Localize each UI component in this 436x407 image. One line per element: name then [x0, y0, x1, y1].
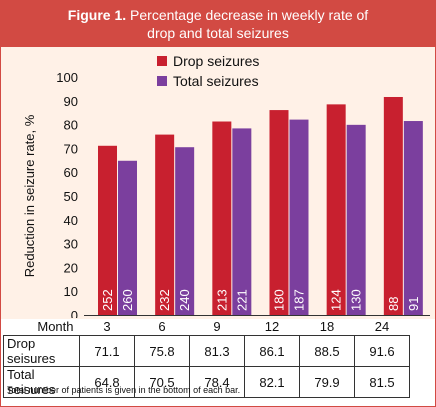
month-header: Month: [37, 319, 74, 334]
bar-patient-count-label: 232: [157, 289, 172, 311]
drop-seizures-bar: [155, 134, 175, 315]
total-seizures-bar: [175, 147, 195, 315]
bar-patient-count-label: 213: [214, 289, 229, 311]
drop-row-header: Drop seisures: [3, 335, 80, 367]
data-table: Month 3 6 9 12 18 24 Drop seisures 71.1 …: [3, 318, 410, 398]
total-seizures-bar: [232, 128, 252, 315]
drop-cell: 91.6: [354, 335, 410, 367]
y-tick-label: 60: [64, 165, 78, 180]
y-tick-label: 30: [64, 237, 78, 252]
month-cell: 6: [158, 319, 166, 334]
total-seizures-bar: [346, 124, 366, 315]
y-tick-label: 70: [64, 141, 78, 156]
drop-seizures-bar: [98, 145, 117, 315]
total-cell: 70.5: [134, 366, 190, 398]
title-line-2: drop and total seizures: [147, 25, 289, 41]
month-cell: 9: [213, 319, 221, 334]
drop-cell: 71.1: [79, 335, 135, 367]
table-row-month: Month 3 6 9 12 18 24: [4, 318, 410, 336]
legend-label: Drop seizures: [173, 53, 259, 69]
total-cell: 82.1: [244, 366, 300, 398]
month-cell: 3: [103, 319, 111, 334]
figure-header: Figure 1. Percentage decrease in weekly …: [1, 1, 435, 47]
total-cell: 79.9: [299, 366, 355, 398]
bar-patient-count-label: 88: [386, 297, 401, 311]
total-seizures-bar: [289, 119, 309, 316]
bar-chart: Reduction in seizure rate, % 0 10 20 30 40 50…: [22, 53, 430, 318]
table-row-total: Total seisures 64.8 70.5 78.4 82.1 79.9 …: [3, 366, 410, 398]
bar-patient-count-label: 260: [120, 289, 135, 311]
bar-patient-count-label: 130: [349, 289, 364, 311]
y-tick-label: 10: [64, 284, 78, 299]
bar-patient-count-label: 187: [292, 289, 307, 311]
title-line-1: Percentage decrease in weekly rate of: [130, 7, 369, 23]
y-tick-label: 40: [64, 213, 78, 228]
bar-patient-count-label: 240: [177, 289, 192, 311]
y-tick-label: 0: [71, 308, 78, 318]
bar-patient-count-label: 124: [329, 289, 344, 311]
y-axis-label: Reduction in seizure rate, %: [22, 114, 37, 277]
drop-cell: 81.3: [189, 335, 245, 367]
legend-swatch: [157, 76, 167, 86]
legend-swatch: [157, 56, 167, 66]
legend: Drop seizures Total seizures: [157, 53, 259, 89]
y-tick-label: 50: [64, 189, 78, 204]
y-tick-label: 100: [56, 70, 78, 85]
total-seizures-bar: [118, 160, 137, 315]
bars: 252 260 232 240 213 221 180 187 124 130 88 91: [98, 96, 423, 316]
total-cell: 81.5: [354, 366, 410, 398]
y-tick-label: 80: [64, 118, 78, 133]
drop-seizures-bar: [326, 104, 346, 315]
drop-seizures-bar: [383, 96, 403, 315]
bar-patient-count-label: 252: [100, 289, 115, 311]
drop-cell: 86.1: [244, 335, 300, 367]
total-row-header: Total seisures: [3, 366, 80, 398]
total-cell: 78.4: [189, 366, 245, 398]
bar-patient-count-label: 91: [406, 297, 421, 311]
drop-seizures-bar: [269, 110, 289, 315]
month-cell: 12: [264, 319, 280, 334]
y-tick-label: 90: [64, 94, 78, 109]
bar-patient-count-label: 221: [234, 289, 249, 311]
y-tick-label: 20: [64, 260, 78, 275]
figure-label: Figure 1.: [67, 7, 127, 23]
total-seizures-bar: [403, 121, 423, 315]
header-line-1: Figure 1. Percentage decrease in weekly …: [1, 6, 435, 24]
footnote: Total number of patients is given in the…: [7, 385, 241, 395]
legend-label: Total seizures: [173, 73, 259, 89]
month-cell: 24: [374, 319, 390, 334]
drop-seizures-bar: [212, 121, 232, 315]
drop-cell: 75.8: [134, 335, 190, 367]
bar-patient-count-label: 180: [272, 289, 287, 311]
table-row-drop: Drop seisures 71.1 75.8 81.3 86.1 88.5 9…: [3, 335, 410, 367]
drop-cell: 88.5: [299, 335, 355, 367]
total-cell: 64.8: [79, 366, 135, 398]
y-axis-ticks: 0 10 20 30 40 50 60 70 80 90 100: [56, 70, 78, 318]
month-cell: 18: [319, 319, 335, 334]
